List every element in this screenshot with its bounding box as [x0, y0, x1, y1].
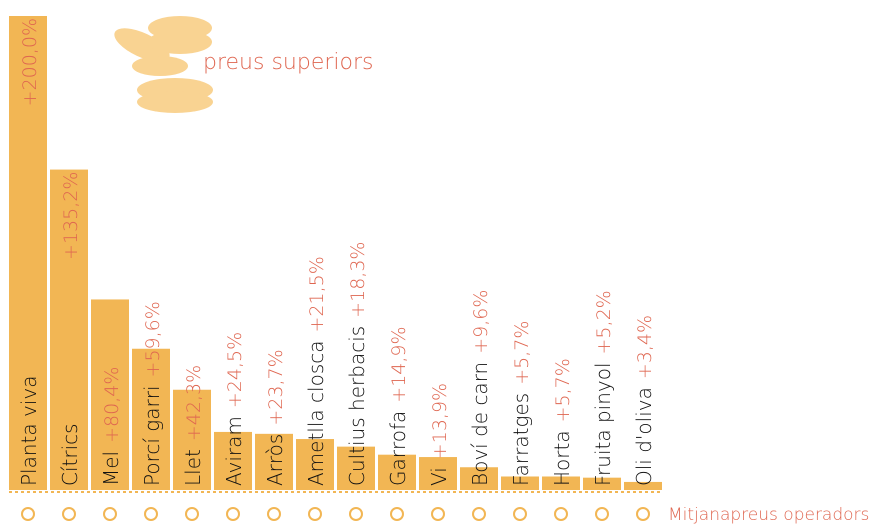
- category-icon: [637, 508, 649, 520]
- chart: preus superiors Mitjanapreus operadors P…: [0, 0, 879, 526]
- value-label: +42,3%: [183, 365, 205, 441]
- footer: Mitjanapreus operadors: [668, 505, 869, 525]
- category-label: Arròs: [263, 434, 287, 486]
- category-icon: [227, 508, 239, 520]
- value-label: +5,7%: [552, 358, 574, 422]
- value-label: +80,4%: [101, 367, 123, 443]
- value-label: +3,4%: [634, 315, 656, 379]
- annotation: preus superiors: [203, 50, 374, 75]
- category-icon: [186, 508, 198, 520]
- value-label: +24,5%: [224, 332, 246, 408]
- category-label: Farratges: [509, 393, 533, 486]
- category-label: Llet: [181, 449, 205, 486]
- value-label: +14,9%: [388, 326, 410, 402]
- category-icon: [63, 508, 75, 520]
- value-label: +135,2%: [60, 172, 82, 260]
- category-icon: [391, 508, 403, 520]
- value-label: +5,2%: [593, 290, 615, 354]
- category-label: Aviram: [222, 416, 246, 486]
- category-label: Oli d'oliva: [632, 387, 656, 486]
- value-label: +5,7%: [511, 321, 533, 385]
- category-icon: [555, 508, 567, 520]
- category-label: Mel: [99, 451, 123, 486]
- category-label: Cultius herbacis: [345, 326, 369, 486]
- category-icon: [268, 508, 280, 520]
- value-label: +59,6%: [142, 301, 164, 377]
- category-label: Porcí garri: [140, 385, 164, 486]
- value-label: +21,5%: [306, 256, 328, 332]
- category-label: Cítrics: [58, 423, 82, 486]
- category-icon: [432, 508, 444, 520]
- value-label: +23,7%: [265, 349, 287, 425]
- category-label: Fruita pinyol: [591, 362, 615, 486]
- category-icon: [145, 508, 157, 520]
- category-label: Ametlla closca: [304, 341, 328, 487]
- category-icon: [309, 508, 321, 520]
- category-label: Boví de carn: [468, 362, 492, 486]
- value-label: +18,3%: [347, 242, 369, 318]
- coins-icon: [110, 16, 213, 113]
- category-icon: [350, 508, 362, 520]
- value-label: +13,9%: [429, 383, 451, 459]
- category-icon: [473, 508, 485, 520]
- category-icon: [596, 508, 608, 520]
- value-label: +200,0%: [19, 18, 41, 106]
- category-label: Horta: [550, 430, 574, 486]
- category-label: Garrofa: [386, 411, 410, 486]
- category-icon: [104, 508, 116, 520]
- category-label: Planta viva: [17, 376, 41, 487]
- value-label: +9,6%: [470, 290, 492, 354]
- category-icon: [514, 508, 526, 520]
- category-label: Vi: [427, 467, 451, 486]
- category-icon: [22, 508, 34, 520]
